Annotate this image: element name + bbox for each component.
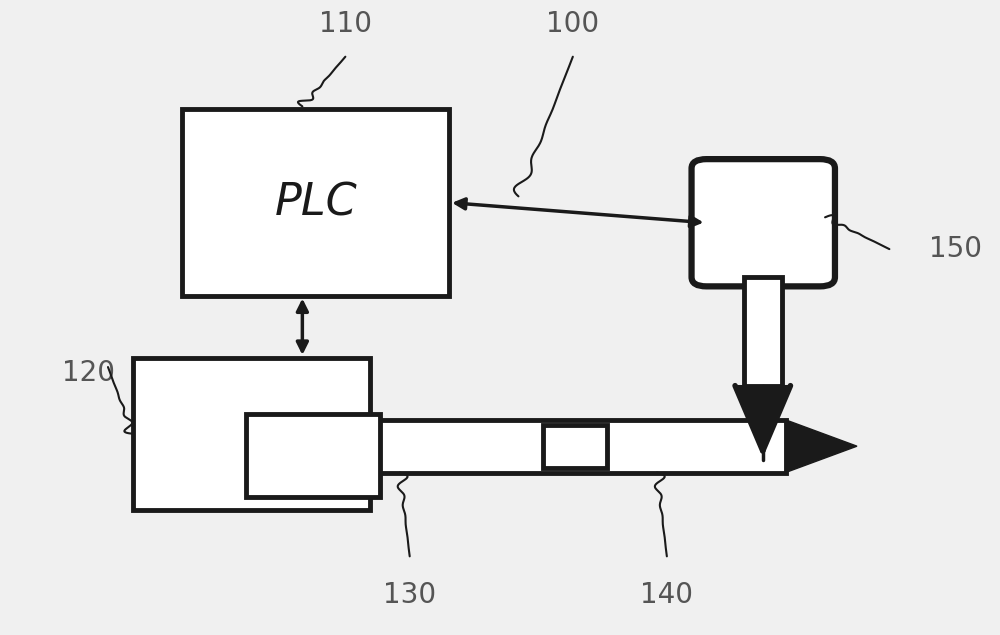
Text: 150: 150	[929, 235, 982, 263]
Bar	[370, 420, 786, 472]
Polygon shape	[786, 420, 857, 472]
Text: 110: 110	[319, 10, 372, 38]
Bar	[543, 425, 607, 467]
Bar	[246, 413, 380, 497]
Text: 120: 120	[62, 359, 115, 387]
Bar	[744, 277, 782, 385]
Text: 100: 100	[546, 10, 599, 38]
Bar	[133, 358, 370, 510]
Text: PLC: PLC	[274, 181, 357, 224]
FancyBboxPatch shape	[692, 159, 835, 286]
Text: 140: 140	[640, 581, 693, 609]
Text: 130: 130	[383, 581, 436, 609]
Bar	[182, 109, 449, 296]
Polygon shape	[735, 385, 790, 451]
